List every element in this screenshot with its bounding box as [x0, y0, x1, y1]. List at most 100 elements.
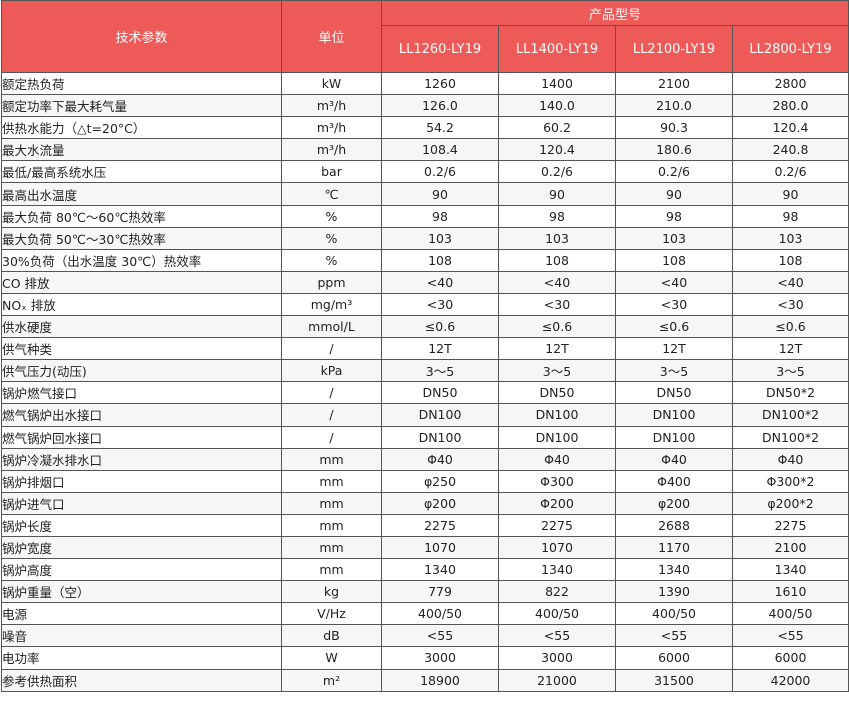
value-cell: DN50*2: [731, 381, 849, 405]
unit-cell: %: [281, 226, 382, 250]
value-cell: 2100: [731, 535, 849, 560]
unit-cell: V/Hz: [281, 602, 382, 626]
value-cell: DN100: [381, 425, 499, 449]
table-row: 最低/最高系统水压 bar 0.2/6 0.2/6 0.2/6 0.2/6: [1, 160, 849, 184]
value-cell: 400/50: [498, 602, 616, 626]
param-name-cell: 供水硬度: [1, 315, 282, 339]
table-header: 技术参数 单位 产品型号 LL1260-LY19 LL1400-LY19 LL2…: [1, 0, 849, 73]
table-row: 锅炉宽度 mm 1070 1070 1170 2100: [1, 535, 849, 560]
table-row: 锅炉燃气接口 / DN50 DN50 DN50 DN50*2: [1, 381, 849, 405]
param-name-cell: 供气种类: [1, 337, 282, 361]
unit-cell: mmol/L: [281, 315, 382, 339]
table-row: 燃气锅炉回水接口 / DN100 DN100 DN100 DN100*2: [1, 425, 849, 449]
table-row: 噪音 dB <55 <55 <55 <55: [1, 624, 849, 648]
param-name-cell: 锅炉冷凝水排水口: [1, 447, 282, 471]
unit-cell: %: [281, 204, 382, 228]
value-cell: <40: [731, 270, 849, 294]
value-cell: 1400: [498, 71, 616, 96]
value-cell: ≤0.6: [498, 315, 616, 339]
unit-cell: m³/h: [281, 94, 382, 118]
value-cell: 400/50: [381, 602, 499, 626]
param-name-cell: 最大负荷 80℃～60℃热效率: [1, 204, 282, 228]
value-cell: 90: [381, 182, 499, 206]
value-cell: 1070: [381, 535, 499, 560]
param-name-cell: 参考供热面积: [1, 668, 282, 692]
value-cell: DN100: [381, 403, 499, 427]
value-cell: <30: [381, 292, 499, 317]
value-cell: 103: [381, 226, 499, 250]
value-cell: 2688: [615, 513, 733, 537]
value-cell: 400/50: [615, 602, 733, 626]
value-cell: <55: [498, 624, 616, 648]
unit-cell: kW: [281, 71, 382, 96]
table-row: 供热水能力（△t=20°C） m³/h 54.2 60.2 90.3 120.4: [1, 116, 849, 140]
value-cell: 108: [381, 248, 499, 272]
value-cell: 180.6: [615, 138, 733, 162]
table-row: 供气种类/12T 12T 12T 12T: [1, 337, 849, 361]
param-name-cell: 30%负荷（出水温度 30℃）热效率: [1, 248, 282, 272]
value-cell: 1610: [731, 580, 849, 604]
unit-cell: %: [281, 248, 382, 272]
value-cell: <30: [498, 292, 616, 317]
unit-cell: mm: [281, 558, 382, 582]
value-cell: 103: [498, 226, 616, 250]
value-cell: 90.3: [615, 116, 733, 140]
param-name-cell: 锅炉宽度: [1, 535, 282, 560]
value-cell: 2275: [498, 513, 616, 537]
value-cell: φ200: [615, 491, 733, 515]
table-row: 额定功率下最大耗气量 m³/h 126.0 140.0 210.0 280.0: [1, 94, 849, 118]
value-cell: 0.2/6: [615, 160, 733, 184]
param-name-cell: 锅炉排烟口: [1, 469, 282, 493]
model-header: LL1260-LY19: [381, 25, 499, 73]
value-cell: φ200*2: [731, 491, 849, 515]
value-cell: Φ40: [731, 447, 849, 471]
table-row: 锅炉长度 mm 2275 2275 2688 2275: [1, 513, 849, 537]
value-cell: 3～5: [731, 359, 849, 383]
table-row: 最大负荷 80℃～60℃热效率% 98 98 98 98: [1, 204, 849, 228]
param-name-cell: 电功率: [1, 646, 282, 670]
table-row: 供气压力(动压) kPa 3～5 3～5 3～5 3～5: [1, 359, 849, 383]
value-cell: Φ400: [615, 469, 733, 493]
table-row: 最大水流量 m³/h 108.4 120.4 180.6 240.8: [1, 138, 849, 162]
value-cell: 0.2/6: [498, 160, 616, 184]
unit-cell: mm: [281, 535, 382, 560]
value-cell: 3000: [498, 646, 616, 670]
value-cell: 3～5: [498, 359, 616, 383]
value-cell: 1340: [381, 558, 499, 582]
table-row: 最高出水温度 ℃ 90 90 90 90: [1, 182, 849, 206]
table-row: 供水硬度 mmol/L ≤0.6 ≤0.6 ≤0.6 ≤0.6: [1, 315, 849, 339]
value-cell: <40: [615, 270, 733, 294]
table-row: 锅炉高度 mm 1340 1340 1340 1340: [1, 558, 849, 582]
param-name-cell: 供热水能力（△t=20°C）: [1, 116, 282, 140]
value-cell: <55: [731, 624, 849, 648]
value-cell: 12T: [615, 337, 733, 361]
param-name-cell: 额定功率下最大耗气量: [1, 94, 282, 118]
table-row: 燃气锅炉出水接口 / DN100 DN100 DN100 DN100*2: [1, 403, 849, 427]
param-name-cell: 锅炉高度: [1, 558, 282, 582]
unit-cell: W: [281, 646, 382, 670]
model-group-header: 产品型号: [380, 0, 849, 26]
unit-cell: m³/h: [281, 116, 382, 140]
value-cell: ≤0.6: [731, 315, 849, 339]
table-body: 额定热负荷 kW 1260 1400 2100 2800 额定功率下最大耗气量 m³/h 126…: [1, 71, 849, 692]
value-cell: DN100: [498, 403, 616, 427]
model-header: LL2800-LY19: [731, 25, 849, 73]
value-cell: Φ40: [381, 447, 499, 471]
unit-cell: m²: [281, 668, 382, 692]
param-name-cell: NOₓ 排放: [1, 292, 282, 317]
value-cell: <55: [615, 624, 733, 648]
value-cell: 140.0: [498, 94, 616, 118]
table-row: 锅炉进气口 mm φ200 Φ200 φ200 φ200*2: [1, 491, 849, 515]
table-row: 电源 V/Hz 400/50 400/50 400/50 400/50: [1, 602, 849, 626]
value-cell: 0.2/6: [731, 160, 849, 184]
unit-cell: mm: [281, 469, 382, 493]
table-row: 锅炉重量（空） kg 779 822 1390 1610: [1, 580, 849, 604]
value-cell: 98: [381, 204, 499, 228]
param-name-cell: 燃气锅炉回水接口: [1, 425, 282, 449]
param-name-cell: 最大水流量: [1, 138, 282, 162]
value-cell: DN100*2: [731, 425, 849, 449]
param-name-cell: CO 排放: [1, 270, 282, 294]
value-cell: ≤0.6: [615, 315, 733, 339]
param-name-cell: 噪音: [1, 624, 282, 648]
